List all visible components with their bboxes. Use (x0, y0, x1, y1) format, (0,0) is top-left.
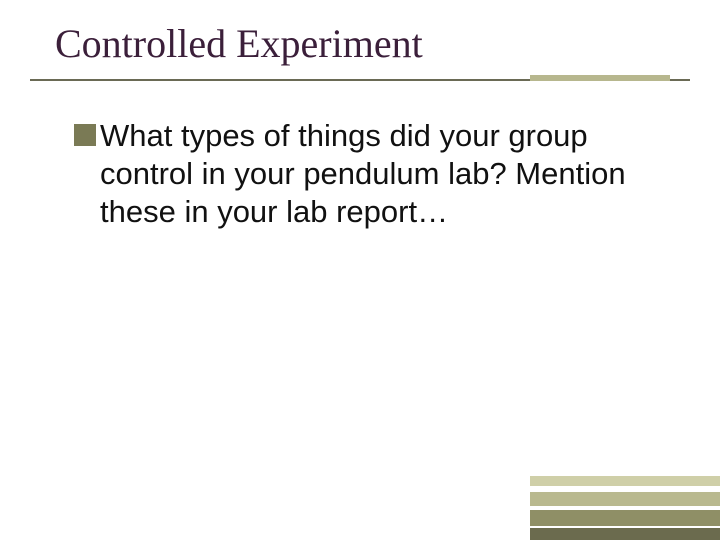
corner-bar (530, 510, 720, 526)
title-container: Controlled Experiment (0, 20, 720, 73)
bullet-item: What types of things did your group cont… (74, 117, 660, 230)
content-area: What types of things did your group cont… (0, 89, 720, 230)
corner-bar (530, 528, 720, 540)
title-underline (30, 79, 690, 89)
square-bullet-icon (74, 124, 96, 146)
corner-bar (530, 476, 720, 486)
bullet-text: What types of things did your group cont… (100, 117, 660, 230)
corner-decoration (530, 440, 720, 540)
corner-bar (530, 492, 720, 506)
slide-title: Controlled Experiment (55, 20, 665, 67)
underline-accent (530, 75, 670, 81)
slide: Controlled Experiment What types of thin… (0, 0, 720, 540)
